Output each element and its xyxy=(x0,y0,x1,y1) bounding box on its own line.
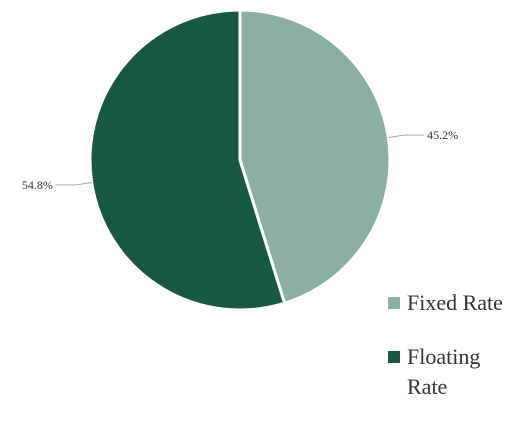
legend-label-fixed-rate: Fixed Rate xyxy=(407,290,503,315)
legend-label-floating-rate: Floating Rate xyxy=(407,344,481,399)
legend: Fixed Rate Floating Rate xyxy=(388,288,522,426)
data-label-floating-rate: 54.8% xyxy=(22,178,53,192)
legend-swatch-floating-rate xyxy=(388,351,400,363)
legend-item-floating-rate: Floating Rate xyxy=(388,342,522,402)
legend-item-fixed-rate: Fixed Rate xyxy=(388,288,522,318)
leader-line-fixed-rate xyxy=(388,134,425,138)
data-label-fixed-rate: 45.2% xyxy=(427,128,458,142)
legend-swatch-fixed-rate xyxy=(388,297,400,309)
pie-chart: 45.2% 54.8% xyxy=(22,8,458,312)
leader-line-floating-rate xyxy=(55,182,92,186)
pie-slice-floating-rate xyxy=(88,8,287,312)
